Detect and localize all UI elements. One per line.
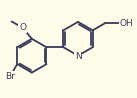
Text: Br: Br bbox=[5, 72, 15, 81]
Text: OH: OH bbox=[120, 19, 134, 28]
Text: O: O bbox=[19, 23, 26, 32]
Text: N: N bbox=[75, 52, 81, 61]
